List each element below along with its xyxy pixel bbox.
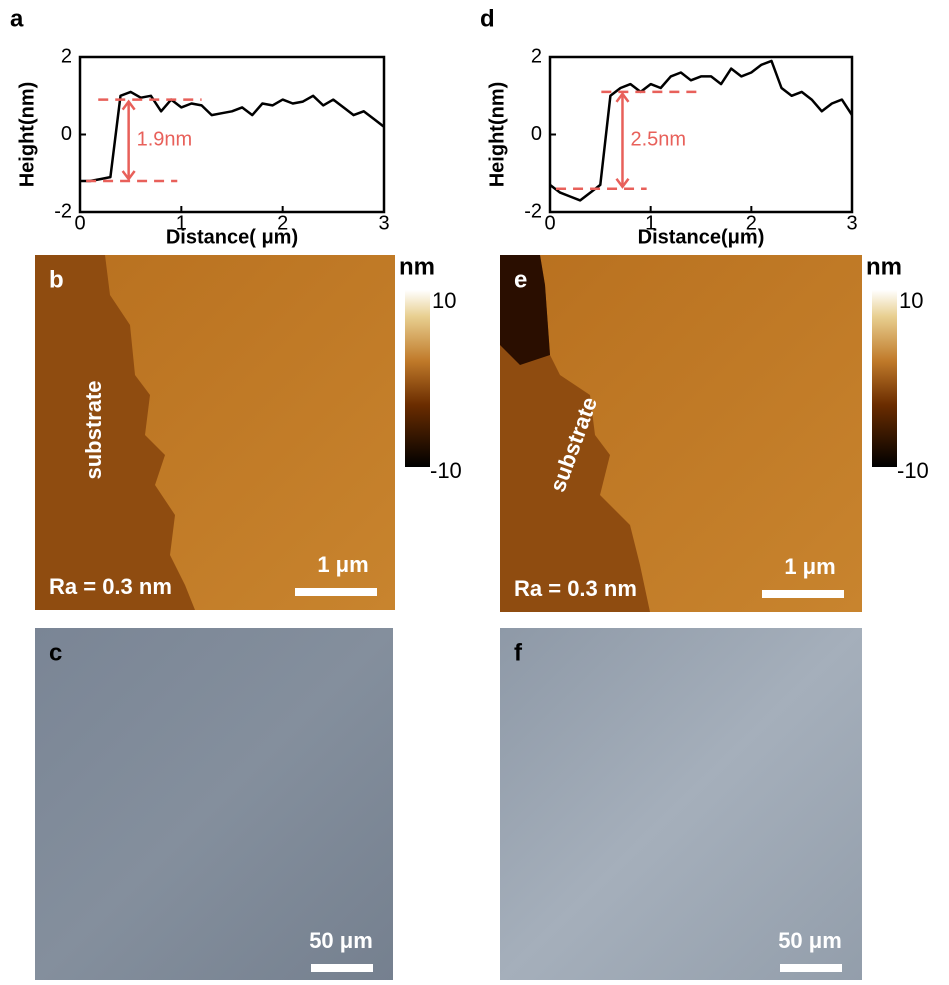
colorbar-max: 10	[432, 288, 456, 313]
x-tick-label: 1	[176, 212, 187, 234]
scale-bar-label: 1 μm	[317, 552, 368, 577]
optical-image	[35, 628, 393, 980]
annotation-text: 1.9nm	[137, 129, 193, 151]
panel-letter: e	[514, 266, 527, 293]
colorbar-unit: nm	[866, 253, 902, 280]
panel-letter: d	[480, 5, 495, 32]
dark-spot	[500, 255, 550, 365]
x-tick-label: 0	[74, 212, 85, 234]
colorbar	[405, 290, 430, 467]
colorbar-min: -10	[897, 458, 929, 483]
arrow-head	[615, 91, 630, 189]
roughness-label: Ra = 0.3 nm	[49, 574, 172, 599]
panel-letter: a	[10, 5, 24, 32]
optical-image	[500, 628, 862, 980]
profile-line	[80, 90, 385, 183]
scale-bar-label: 1 μm	[784, 554, 835, 579]
plot-frame	[548, 55, 854, 214]
scale-bar	[780, 964, 842, 972]
image-panel: c 50 μm	[35, 628, 393, 980]
x-axis-label: Distance( μm)	[166, 226, 298, 248]
panel-letter: b	[49, 266, 64, 293]
colorbar-max: 10	[899, 288, 923, 313]
scale-bar	[311, 964, 373, 972]
scale-bar-label: 50 μm	[778, 928, 842, 953]
panel-letter: c	[49, 639, 62, 666]
x-axis-label: Distance(μm)	[638, 226, 765, 248]
substrate-region	[35, 255, 195, 610]
annotation-text: 2.5nm	[630, 129, 686, 151]
colorbar	[872, 290, 897, 467]
plot-frame	[78, 55, 386, 214]
image-panel: substrate Ra = 0.3 nm b 1 μm	[35, 255, 395, 610]
x-tick-label: 0	[544, 212, 555, 234]
panel-letter: f	[514, 639, 523, 666]
y-tick-label: -2	[524, 200, 542, 222]
colorbar-unit: nm	[399, 253, 435, 280]
roughness-label: Ra = 0.3 nm	[514, 576, 637, 601]
x-tick-label: 3	[846, 212, 857, 234]
y-tick-label: 2	[531, 45, 542, 67]
y-tick-label: -2	[54, 200, 72, 222]
x-tick-label: 2	[746, 212, 757, 234]
scale-bar	[295, 588, 377, 596]
x-tick-label: 3	[378, 212, 389, 234]
x-tick-label: 1	[645, 212, 656, 234]
image-panel: f 50 μm	[500, 628, 862, 980]
colorbar-min: -10	[430, 458, 462, 483]
region-label: substrate	[81, 380, 106, 479]
y-tick-label: 0	[61, 123, 72, 145]
y-axis-label: Height(nm)	[16, 82, 38, 188]
scale-bar-label: 50 μm	[309, 928, 373, 953]
y-axis-label: Height(nm)	[486, 82, 508, 188]
y-tick-label: 2	[61, 45, 72, 67]
arrow-head	[121, 99, 136, 182]
scale-bar	[762, 590, 844, 598]
profile-line	[549, 59, 854, 202]
y-tick-label: 0	[531, 123, 542, 145]
x-tick-label: 2	[277, 212, 288, 234]
